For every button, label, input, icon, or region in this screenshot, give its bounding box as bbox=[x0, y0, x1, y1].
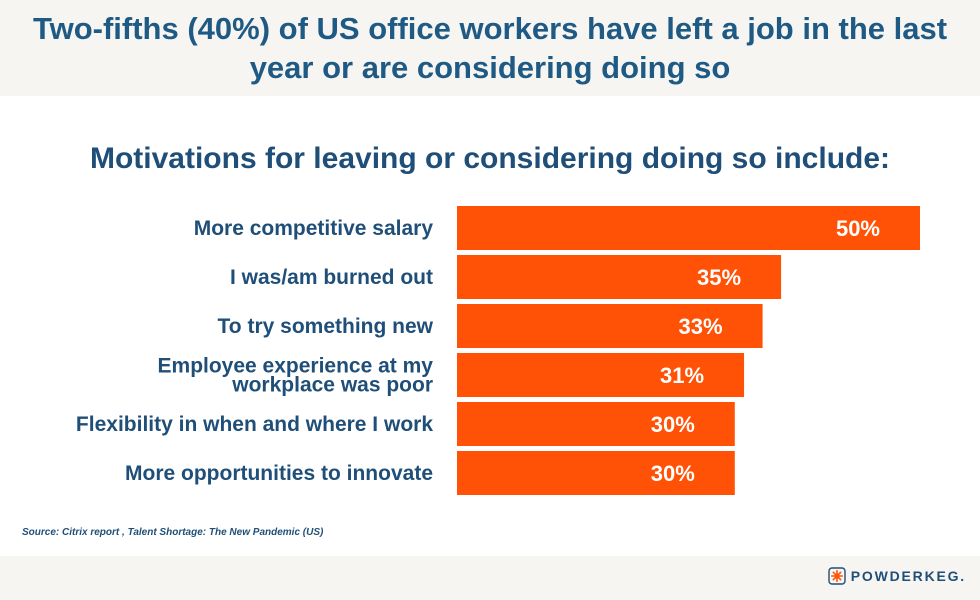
category-label: More opportunities to innovate bbox=[125, 462, 433, 485]
bar bbox=[457, 402, 735, 446]
bar bbox=[457, 206, 920, 250]
category-label-line: workplace was poor bbox=[231, 374, 433, 397]
bar-value-label: 33% bbox=[679, 314, 723, 339]
header-band bbox=[0, 0, 980, 96]
category-label-line: Flexibility in when and where I work bbox=[76, 413, 433, 436]
bar bbox=[457, 255, 782, 299]
category-label-line: More competitive salary bbox=[194, 217, 434, 240]
brand-name: POWDERKEG. bbox=[850, 568, 966, 584]
chart-subtitle: Motivations for leaving or considering d… bbox=[89, 142, 891, 175]
category-label-line: I was/am burned out bbox=[230, 266, 433, 289]
starburst-icon bbox=[828, 567, 846, 585]
bar-value-label: 30% bbox=[651, 412, 695, 437]
category-label: Flexibility in when and where I work bbox=[76, 413, 433, 436]
bar-value-label: 50% bbox=[836, 216, 880, 241]
category-label: I was/am burned out bbox=[230, 266, 433, 289]
category-label: Employee experience at my workplace was p… bbox=[158, 355, 434, 397]
bar bbox=[457, 304, 763, 348]
category-label-line: More opportunities to innovate bbox=[125, 462, 433, 485]
bar bbox=[457, 451, 735, 495]
category-label-line: To try something new bbox=[218, 315, 434, 338]
bar bbox=[457, 353, 745, 397]
bar-value-label: 31% bbox=[660, 363, 704, 388]
category-label: More competitive salary bbox=[194, 217, 434, 240]
source-note: Source: Citrix report , Talent Shortage:… bbox=[22, 527, 324, 538]
footer-band bbox=[0, 556, 980, 600]
page-title: Two-fifths (40%) of US office workers ha… bbox=[32, 11, 948, 85]
category-label-line: Employee experience at my bbox=[158, 355, 434, 378]
bar-value-label: 30% bbox=[651, 461, 695, 486]
brand-logo: POWDERKEG. bbox=[828, 567, 966, 585]
category-label: To try something new bbox=[218, 315, 434, 338]
bar-value-label: 35% bbox=[697, 265, 741, 290]
